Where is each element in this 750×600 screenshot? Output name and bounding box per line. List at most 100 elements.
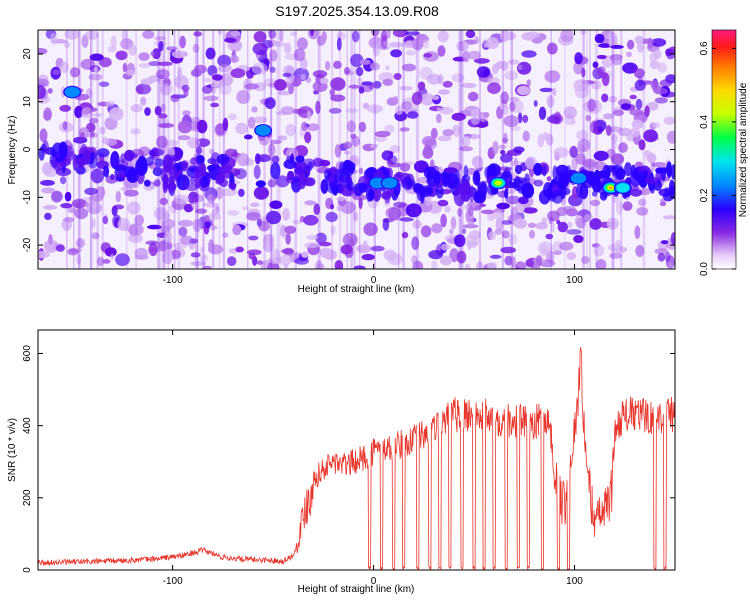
- snr-y-axis-label: SNR (10 * v/v): [7, 418, 18, 482]
- heatmap-cell: [412, 260, 424, 269]
- heatmap-hotspot: [380, 176, 399, 190]
- colorbar-tick-label: 0.2: [699, 188, 710, 202]
- heatmap-cell: [442, 129, 454, 137]
- heatmap-cell: [248, 252, 256, 260]
- snr-background: [38, 330, 675, 570]
- heatmap-cell: [98, 57, 112, 68]
- heatmap-cell: [96, 256, 105, 267]
- heatmap-cell: [289, 31, 297, 37]
- heatmap-streak: [223, 30, 225, 269]
- heatmap-cell: [631, 119, 644, 130]
- heatmap-cell: [304, 200, 316, 206]
- heatmap-cell: [269, 257, 282, 264]
- heatmap-cell: [343, 141, 353, 149]
- heatmap-streak: [160, 30, 163, 269]
- heatmap-cell: [372, 80, 382, 89]
- heatmap-cell: [510, 126, 521, 131]
- heatmap-cell: [610, 44, 624, 49]
- heatmap-streak: [167, 30, 170, 269]
- heatmap-cell: [177, 67, 183, 80]
- heatmap-cell: [457, 208, 462, 217]
- heatmap-cell: [450, 216, 457, 230]
- heatmap-cell: [654, 49, 662, 60]
- heatmap-cell: [60, 203, 73, 209]
- heatmap-cell: [101, 137, 110, 145]
- heatmap-cell: [393, 73, 402, 80]
- heatmap-cell: [617, 127, 632, 137]
- heatmap-ridge-cell: [402, 176, 413, 191]
- heatmap-cell: [304, 242, 320, 249]
- heatmap-ridge-cell: [666, 161, 673, 178]
- heatmap-cell: [466, 133, 481, 140]
- heatmap-cell: [76, 254, 81, 265]
- heatmap-cell: [86, 122, 96, 133]
- heatmap-cell: [581, 67, 586, 78]
- heatmap-ridge-cell: [525, 188, 531, 197]
- heatmap-ridge-cell: [271, 155, 280, 164]
- heatmap-cell: [567, 221, 573, 229]
- heatmap-cell: [512, 99, 524, 114]
- heatmap-ridge-cell: [304, 177, 316, 187]
- heatmap-cell: [609, 252, 623, 259]
- heatmap-cell: [589, 120, 599, 134]
- heatmap-cell: [244, 134, 253, 140]
- heatmap-cell: [353, 265, 366, 269]
- heatmap-cell: [178, 120, 192, 134]
- heatmap-cell: [92, 112, 103, 117]
- heatmap-ridge-cell: [514, 164, 523, 175]
- heatmap-cell: [251, 106, 258, 113]
- colorbar-tick-label: 0.6: [699, 41, 710, 55]
- heatmap-cell: [140, 96, 147, 106]
- heatmap-cell: [40, 179, 55, 186]
- heatmap-cell: [666, 130, 675, 144]
- heatmap-cell: [251, 62, 268, 75]
- heatmap-cell: [280, 224, 287, 238]
- heatmap-cell: [109, 107, 124, 121]
- heatmap-cell: [356, 244, 372, 254]
- heatmap-cell: [393, 95, 399, 104]
- heatmap-cell: [500, 149, 506, 155]
- heatmap-streak: [317, 30, 321, 269]
- heatmap-cell: [63, 41, 71, 48]
- heatmap-streak: [157, 30, 161, 269]
- heatmap-cell: [411, 91, 423, 105]
- heatmap-cell: [615, 200, 623, 215]
- heatmap-cell: [622, 62, 638, 74]
- heatmap-cell: [130, 104, 143, 113]
- heatmap-cell: [502, 138, 508, 143]
- heatmap-cell: [537, 241, 554, 255]
- colorbar-tick-label: 0.0: [699, 262, 710, 276]
- heatmap-cell: [517, 85, 531, 96]
- heatmap-cell: [553, 147, 569, 158]
- heatmap-cell: [425, 196, 432, 207]
- heatmap-cell: [527, 222, 537, 228]
- heatmap-streak: [202, 30, 205, 269]
- heatmap-cell: [330, 204, 335, 210]
- heatmap-ridge-cell: [90, 168, 104, 184]
- heatmap-streak: [173, 30, 176, 269]
- heatmap-cell: [227, 210, 240, 216]
- heatmap-ridge-cell: [275, 175, 290, 188]
- heatmap-cell: [183, 203, 194, 213]
- heatmap-ridge-cell: [670, 189, 675, 200]
- heatmap-cell: [388, 42, 404, 48]
- heatmap-cell: [196, 119, 208, 134]
- heatmap-streak: [550, 30, 552, 269]
- heatmap-cell: [560, 30, 574, 43]
- heatmap-cell: [38, 47, 48, 55]
- heatmap-cell: [647, 37, 653, 49]
- heatmap-cell: [306, 110, 312, 121]
- heatmap-cell: [183, 88, 189, 97]
- heatmap-cell: [301, 121, 308, 132]
- heatmap-streak: [218, 30, 221, 269]
- colorbar-gradient: [711, 29, 737, 270]
- heatmap-cell: [244, 83, 259, 90]
- heatmap-cell: [358, 197, 363, 210]
- heatmap-cell: [279, 30, 284, 42]
- heatmap-cell: [412, 37, 424, 51]
- heatmap-cell: [115, 50, 128, 61]
- heatmap-ridge-cell: [345, 164, 356, 173]
- heatmap-ridge-cell: [368, 188, 375, 202]
- heatmap-cell: [217, 54, 232, 68]
- heatmap-cell: [626, 51, 632, 57]
